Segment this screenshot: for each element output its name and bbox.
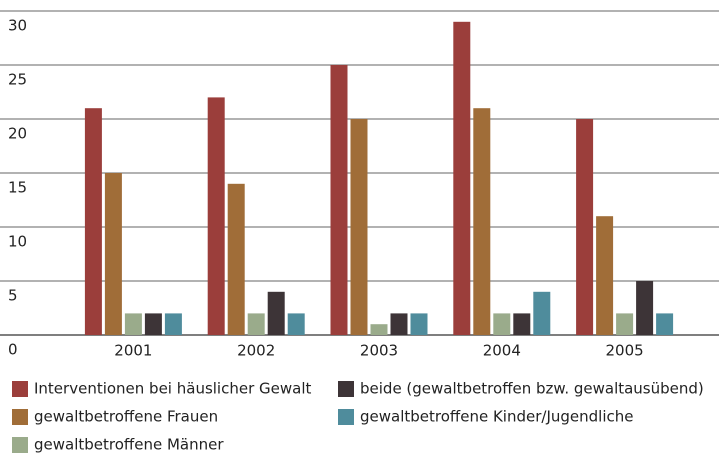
legend-swatch [12,381,28,397]
y-tick-label: 25 [8,71,27,89]
y-tick-label: 20 [8,125,27,143]
bar [227,183,245,335]
y-tick-label: 0 [8,341,18,359]
legend-swatch [12,409,28,425]
legend-swatch [338,381,354,397]
bar [533,291,551,335]
bar [656,313,674,335]
bar [636,281,654,335]
legend-swatch [12,437,28,453]
x-tick-label: 2002 [237,342,275,360]
bar [164,313,182,335]
legend-label: beide (gewaltbetroffen bzw. gewaltausübe… [360,380,704,398]
x-tick-label: 2001 [114,342,152,360]
bar [84,108,102,335]
bar [473,108,491,335]
x-tick-label: 2005 [606,342,644,360]
bar [330,65,348,335]
bar [144,313,162,335]
x-tick-label: 2003 [360,342,398,360]
y-tick-label: 15 [8,179,27,197]
y-tick-label: 30 [8,17,27,35]
bar [207,97,225,336]
x-tick-label: 2004 [483,342,521,360]
bar [370,324,388,335]
legend-label: gewaltbetroffene Männer [34,436,224,453]
bar [390,313,408,335]
legend-label: Interventionen bei häuslicher Gewalt [34,380,311,398]
bar [247,313,265,335]
bar [287,313,305,335]
bar [267,291,285,335]
y-tick-label: 5 [8,287,18,305]
bar [410,313,428,335]
legend-label: gewaltbetroffene Frauen [34,408,218,426]
bar [453,21,471,336]
bar [124,313,142,335]
bar [493,313,511,335]
bar [350,119,368,335]
legend-swatch [338,409,354,425]
bar [104,173,122,335]
y-tick-label: 10 [8,233,27,251]
legend-label: gewaltbetroffene Kinder/Jugendliche [360,408,633,426]
bar [513,313,531,335]
bar [616,313,634,335]
bar [576,119,594,335]
bar [596,216,614,335]
